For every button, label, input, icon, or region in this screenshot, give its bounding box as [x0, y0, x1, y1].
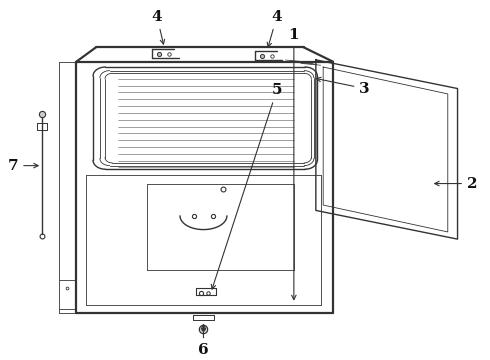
- Text: 6: 6: [198, 324, 209, 357]
- Text: 4: 4: [267, 10, 282, 47]
- Text: 4: 4: [152, 10, 165, 44]
- Text: 2: 2: [435, 176, 477, 190]
- Text: 1: 1: [289, 28, 299, 300]
- Text: 7: 7: [8, 159, 38, 173]
- Text: 3: 3: [317, 77, 370, 95]
- Text: 5: 5: [211, 83, 282, 289]
